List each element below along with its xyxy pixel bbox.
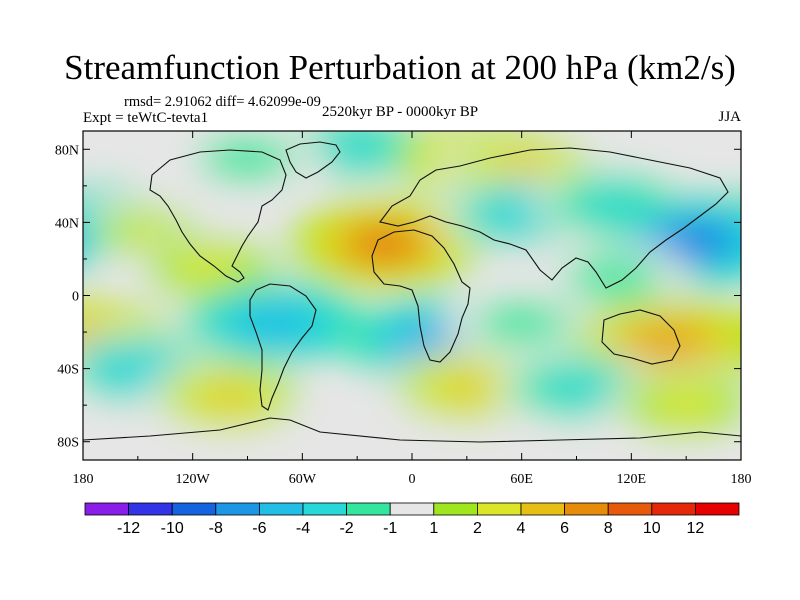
colorbar-box: [564, 502, 609, 516]
y-tick-label: 40N: [55, 216, 79, 231]
x-tick-label: 0: [409, 472, 416, 487]
colorbar-box: [171, 502, 217, 516]
field-contour: [115, 358, 161, 379]
period-label: 2520kyr BP - 0000kyr BP: [322, 104, 479, 120]
x-tick-label: 60E: [510, 472, 533, 487]
colorbar-label: -6: [252, 520, 266, 537]
field-contour: [499, 312, 545, 334]
field-feature: [384, 348, 550, 426]
colorbar-box: [128, 502, 173, 516]
x-tick-label: 120E: [617, 472, 647, 487]
field-feature: [606, 368, 741, 442]
coast-north-america: [149, 149, 287, 283]
field-contour: [499, 157, 545, 178]
field-contour: [645, 330, 691, 352]
field-contour: [362, 234, 407, 255]
x-axis: 180 120W 60W 0 60E 120E 180: [73, 131, 752, 487]
coast-antarctica: [83, 417, 741, 443]
season-label: JJA: [718, 109, 741, 125]
field-contour: [252, 312, 298, 334]
colorbar-label: -10: [161, 520, 184, 537]
field-contour-wrap: [83, 224, 96, 258]
colorbar-box: [651, 502, 696, 516]
field-contour: [417, 330, 462, 352]
field-contour: [225, 148, 270, 169]
field-feature: [287, 198, 482, 290]
colorbar-label: 6: [560, 520, 569, 537]
x-tick-label: 60W: [289, 472, 317, 487]
colorbar-box: [695, 502, 740, 516]
field-contour: [124, 221, 170, 242]
x-tick-label: 180: [731, 472, 752, 487]
field-feature: [575, 298, 741, 385]
field-contour: [206, 385, 252, 407]
field-feature: [277, 131, 437, 183]
field-contour-wrap: [15, 230, 60, 250]
rmsd-diff-text: rmsd= 2.91062 diff= 4.62099e-09: [124, 94, 321, 110]
field-contour: [554, 376, 599, 398]
x-tick-label: 180: [73, 472, 94, 487]
field-feature: [146, 357, 313, 435]
colorbar-box: [258, 502, 304, 516]
colorbar-box: [476, 502, 522, 516]
y-tick-label: 0: [72, 290, 79, 305]
colorbar-label: -1: [383, 520, 397, 537]
coast-greenland: [285, 141, 341, 179]
y-tick-label: 80N: [55, 143, 79, 158]
chart-title: Streamfunction Perturbation at 200 hPa (…: [64, 48, 736, 87]
colorbar-box: [346, 502, 391, 516]
colorbar-label: -4: [296, 520, 310, 537]
colorbar-box: [520, 502, 565, 516]
y-tick-label: 40S: [57, 363, 79, 378]
field-contour: [334, 135, 380, 156]
y-axis: 80N 40N 0 40S 80S: [55, 143, 741, 451]
coastlines: [83, 141, 741, 443]
colorbar-box: [84, 502, 129, 516]
colorbar-box: [215, 502, 260, 516]
colorbar-box: [302, 502, 347, 516]
colorbar-label: 2: [473, 520, 482, 537]
field-feature: [185, 281, 365, 365]
x-tick-label: 120W: [176, 472, 211, 487]
colorbar-label: 12: [687, 520, 705, 537]
colorbar-label: -8: [209, 520, 223, 537]
field-contour-wrap: [736, 212, 741, 225]
colorbar-box: [389, 502, 435, 516]
coast-africa: [371, 229, 471, 363]
colorbar-label: -2: [339, 520, 353, 537]
colorbar-label: 4: [517, 520, 526, 537]
coast-australia: [601, 309, 681, 365]
experiment-label: Expt = teWtC-tevta1: [83, 110, 209, 126]
field-contour: [499, 203, 545, 224]
colorbar-box: [607, 502, 653, 516]
field-contour: [444, 376, 490, 398]
field-contour: [663, 394, 709, 416]
y-tick-label: 80S: [57, 436, 79, 451]
coast-south-america: [249, 283, 317, 411]
field-feature: [536, 242, 690, 313]
coast-eurasia: [379, 147, 729, 289]
colorbar-label: -12: [117, 520, 140, 537]
field-contour: [188, 257, 234, 279]
field-feature: [445, 287, 599, 359]
colorbar-label: 1: [429, 520, 438, 537]
colorbar-box: [433, 502, 478, 516]
colorbar-label: 10: [643, 520, 661, 537]
field-feature: [171, 131, 324, 194]
colorbar: -12 -10 -8 -6 -4 -2 -1 1 2 4 6 8 10 12: [84, 502, 740, 537]
contour-field: [15, 131, 741, 442]
field-contour: [672, 230, 718, 251]
colorbar-label: 8: [604, 520, 613, 537]
